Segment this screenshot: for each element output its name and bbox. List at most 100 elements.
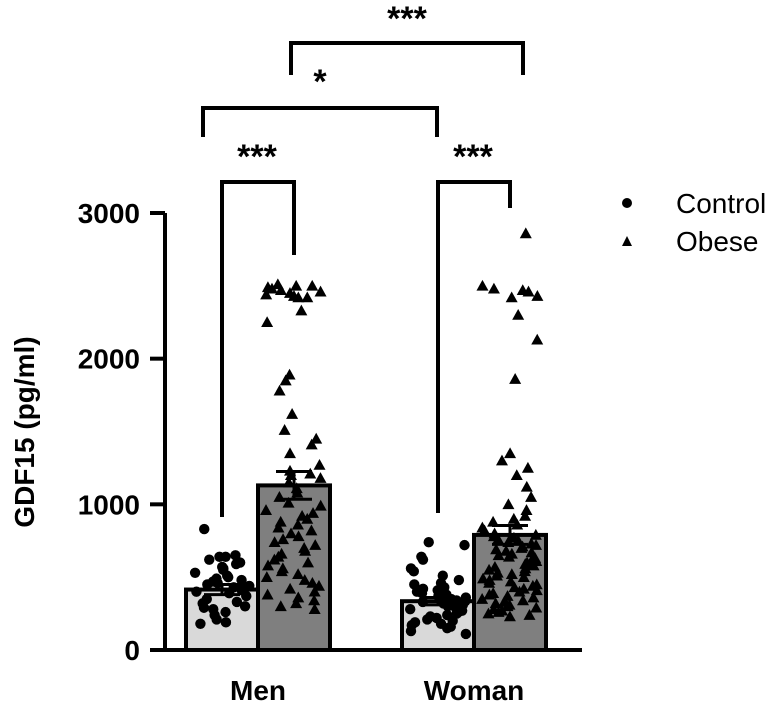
point-control xyxy=(408,566,419,577)
point-obese xyxy=(284,582,297,594)
point-obese xyxy=(290,279,303,291)
point-obese xyxy=(518,565,531,577)
point-obese xyxy=(517,571,530,582)
point-obese xyxy=(520,504,533,515)
legend: Control Obese xyxy=(622,188,766,257)
point-control xyxy=(214,551,225,562)
point-obese xyxy=(525,491,538,502)
point-obese xyxy=(313,459,326,470)
point-obese xyxy=(512,308,525,320)
point-control xyxy=(191,586,202,597)
point-control xyxy=(423,537,434,548)
point-obese xyxy=(298,574,311,585)
y-tick-label: 2000 xyxy=(78,344,140,375)
point-obese xyxy=(476,279,489,291)
point-obese xyxy=(273,384,286,396)
point-obese xyxy=(314,285,327,297)
point-control xyxy=(416,587,428,599)
point-obese xyxy=(295,304,308,316)
x-tick-labels: Men Woman xyxy=(230,675,524,705)
point-control xyxy=(223,571,234,583)
point-obese xyxy=(530,539,543,550)
point-obese xyxy=(290,597,303,609)
point-control xyxy=(441,622,453,634)
point-control xyxy=(460,628,472,640)
point-obese xyxy=(279,374,292,386)
point-obese xyxy=(502,550,515,562)
point-obese xyxy=(285,527,298,539)
point-control xyxy=(220,617,232,628)
point-obese xyxy=(310,432,323,444)
point-obese xyxy=(308,585,321,597)
point-obese xyxy=(260,571,273,582)
point-obese xyxy=(531,290,544,301)
significance-bracket xyxy=(436,180,512,513)
significance-bracket xyxy=(289,41,525,75)
point-obese xyxy=(309,539,322,550)
point-obese xyxy=(510,469,523,480)
y-tick-label: 1000 xyxy=(78,489,140,520)
point-obese xyxy=(283,447,296,459)
point-obese xyxy=(306,576,319,588)
y-ticks: 0 1000 2000 3000 xyxy=(78,198,165,666)
point-obese xyxy=(530,601,543,613)
point-obese xyxy=(314,472,327,483)
point-obese xyxy=(306,279,319,291)
point-control xyxy=(241,590,252,602)
point-control xyxy=(220,606,231,618)
point-control xyxy=(236,574,247,586)
point-obese xyxy=(302,556,315,568)
significance-brackets: *** ******* xyxy=(201,0,525,517)
legend-label-control: Control xyxy=(676,188,766,219)
point-obese xyxy=(305,524,318,536)
y-axis-label: GDF15 (pg/ml) xyxy=(9,336,40,527)
point-obese xyxy=(503,610,516,622)
point-obese xyxy=(312,579,325,591)
significance-label: *** xyxy=(453,138,493,176)
point-control xyxy=(459,539,470,551)
point-obese xyxy=(519,509,532,521)
x-tick-label: Woman xyxy=(424,675,525,705)
point-obese xyxy=(308,594,321,606)
point-control xyxy=(417,554,429,565)
point-obese xyxy=(314,499,327,511)
point-control xyxy=(239,601,251,612)
point-obese xyxy=(286,408,299,419)
point-obese xyxy=(265,282,278,294)
point-obese xyxy=(260,288,273,300)
point-obese xyxy=(282,476,295,488)
point-obese xyxy=(268,553,281,565)
point-obese xyxy=(509,373,522,384)
point-obese xyxy=(292,568,305,580)
point-obese xyxy=(478,524,491,536)
point-obese xyxy=(502,498,515,510)
point-obese xyxy=(307,507,320,518)
point-obese xyxy=(262,559,275,571)
point-obese xyxy=(292,530,305,542)
legend-marker-obese xyxy=(622,236,632,246)
point-obese xyxy=(504,447,517,459)
significance-label: *** xyxy=(237,138,277,176)
point-obese xyxy=(501,600,514,612)
point-obese xyxy=(291,518,304,530)
point-obese xyxy=(272,521,285,533)
point-obese xyxy=(492,606,505,617)
point-obese xyxy=(505,291,518,303)
point-obese xyxy=(529,528,542,540)
point-obese xyxy=(282,496,295,508)
point-obese xyxy=(482,607,495,619)
point-obese xyxy=(531,333,544,345)
point-obese xyxy=(521,461,534,473)
point-obese xyxy=(527,559,540,571)
point-obese xyxy=(483,588,496,600)
significance-label: * xyxy=(313,63,327,101)
point-control xyxy=(230,558,242,570)
point-obese xyxy=(261,588,274,600)
point-control xyxy=(231,596,243,608)
error-bars xyxy=(204,470,528,607)
point-control xyxy=(199,523,210,535)
point-obese xyxy=(304,467,317,479)
point-control xyxy=(405,604,416,615)
point-obese xyxy=(492,549,505,561)
